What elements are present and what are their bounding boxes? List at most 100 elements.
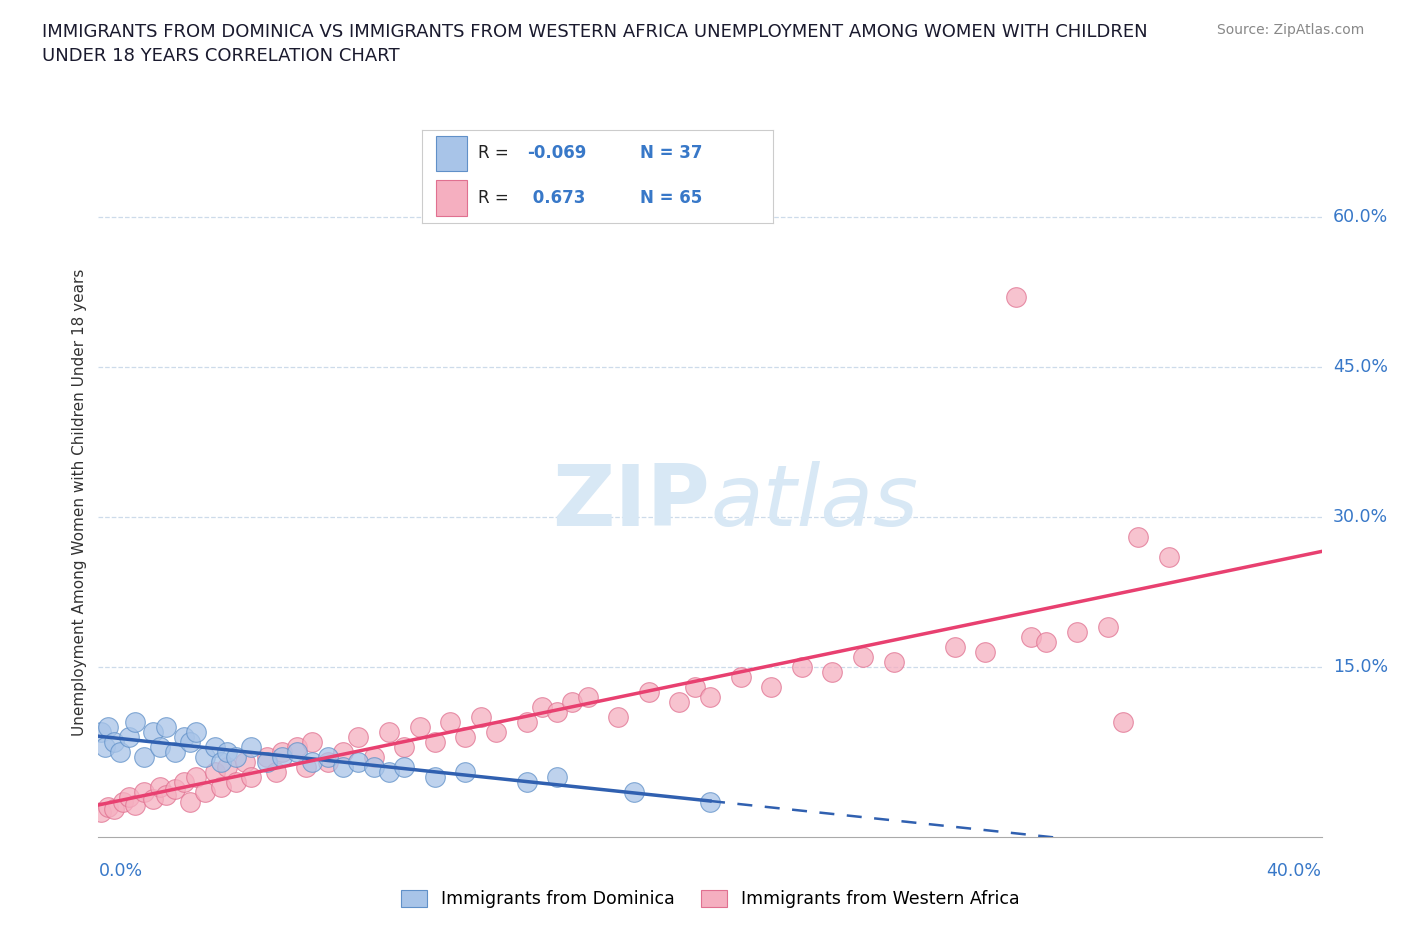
Point	[97, 720, 120, 735]
Point	[111, 794, 134, 809]
Point	[1004, 290, 1026, 305]
Point	[285, 739, 308, 754]
Point	[561, 695, 583, 710]
Point	[240, 739, 263, 754]
Point	[392, 760, 416, 775]
Point	[576, 690, 599, 705]
Point	[90, 724, 112, 739]
Point	[301, 735, 323, 750]
Point	[485, 724, 508, 739]
Point	[1157, 550, 1180, 565]
Point	[1066, 625, 1088, 640]
Point	[408, 720, 430, 735]
Point	[1097, 619, 1119, 634]
Point	[124, 714, 146, 729]
Point	[423, 735, 446, 750]
Point	[347, 730, 370, 745]
Point	[607, 710, 630, 724]
Point	[186, 770, 208, 785]
Y-axis label: Unemployment Among Women with Children Under 18 years: Unemployment Among Women with Children U…	[72, 269, 87, 736]
Point	[332, 760, 354, 775]
Point	[179, 794, 201, 809]
Point	[90, 804, 112, 819]
Point	[347, 754, 370, 769]
Legend: Immigrants from Dominica, Immigrants from Western Africa: Immigrants from Dominica, Immigrants fro…	[394, 883, 1026, 915]
Point	[97, 800, 120, 815]
Point	[209, 754, 232, 769]
Text: N = 37: N = 37	[640, 144, 702, 163]
Point	[204, 764, 226, 779]
Point	[264, 764, 287, 779]
Point	[149, 739, 172, 754]
Point	[194, 750, 217, 764]
Point	[155, 720, 177, 735]
Point	[516, 775, 538, 790]
Point	[454, 730, 477, 745]
Point	[270, 745, 292, 760]
Point	[142, 724, 165, 739]
Text: 0.0%: 0.0%	[98, 862, 142, 880]
Point	[623, 785, 645, 800]
Point	[316, 754, 339, 769]
Point	[699, 690, 721, 705]
Text: R =: R =	[478, 189, 515, 207]
Point	[194, 785, 217, 800]
Point	[332, 745, 354, 760]
Point	[215, 745, 238, 760]
Point	[423, 770, 446, 785]
Point	[233, 754, 256, 769]
Text: -0.069: -0.069	[527, 144, 586, 163]
Point	[179, 735, 201, 750]
Point	[163, 745, 186, 760]
Point	[301, 754, 323, 769]
Point	[142, 791, 165, 806]
Point	[173, 775, 195, 790]
Point	[134, 750, 156, 764]
Point	[118, 730, 141, 745]
Point	[256, 750, 278, 764]
Point	[363, 750, 385, 764]
Point	[943, 640, 966, 655]
Point	[546, 705, 568, 720]
Point	[1019, 630, 1042, 644]
Point	[790, 659, 813, 674]
Text: Source: ZipAtlas.com: Source: ZipAtlas.com	[1216, 23, 1364, 37]
Point	[378, 764, 401, 779]
Text: 30.0%: 30.0%	[1333, 508, 1388, 526]
Point	[1128, 530, 1150, 545]
Point	[215, 760, 238, 775]
Text: 15.0%: 15.0%	[1333, 658, 1388, 676]
Point	[821, 665, 844, 680]
Point	[668, 695, 690, 710]
Point	[124, 798, 146, 813]
Point	[316, 750, 339, 764]
Point	[204, 739, 226, 754]
Text: N = 65: N = 65	[640, 189, 702, 207]
Point	[295, 760, 318, 775]
Point	[240, 770, 263, 785]
Point	[759, 680, 782, 695]
Point	[270, 750, 292, 764]
Point	[530, 699, 553, 714]
Text: IMMIGRANTS FROM DOMINICA VS IMMIGRANTS FROM WESTERN AFRICA UNEMPLOYMENT AMONG WO: IMMIGRANTS FROM DOMINICA VS IMMIGRANTS F…	[42, 23, 1147, 65]
Point	[155, 788, 177, 803]
Text: 40.0%: 40.0%	[1267, 862, 1322, 880]
Point	[974, 644, 997, 659]
Point	[173, 730, 195, 745]
Point	[363, 760, 385, 775]
Text: 45.0%: 45.0%	[1333, 358, 1388, 377]
Point	[852, 650, 875, 665]
Point	[454, 764, 477, 779]
Point	[683, 680, 706, 695]
Point	[516, 714, 538, 729]
Point	[209, 779, 232, 794]
Point	[470, 710, 492, 724]
Point	[108, 745, 131, 760]
Point	[1112, 714, 1135, 729]
Bar	[436, 136, 467, 171]
Point	[103, 802, 125, 817]
Point	[163, 781, 186, 796]
Point	[118, 790, 141, 804]
Point	[285, 745, 308, 760]
Point	[1035, 634, 1057, 649]
